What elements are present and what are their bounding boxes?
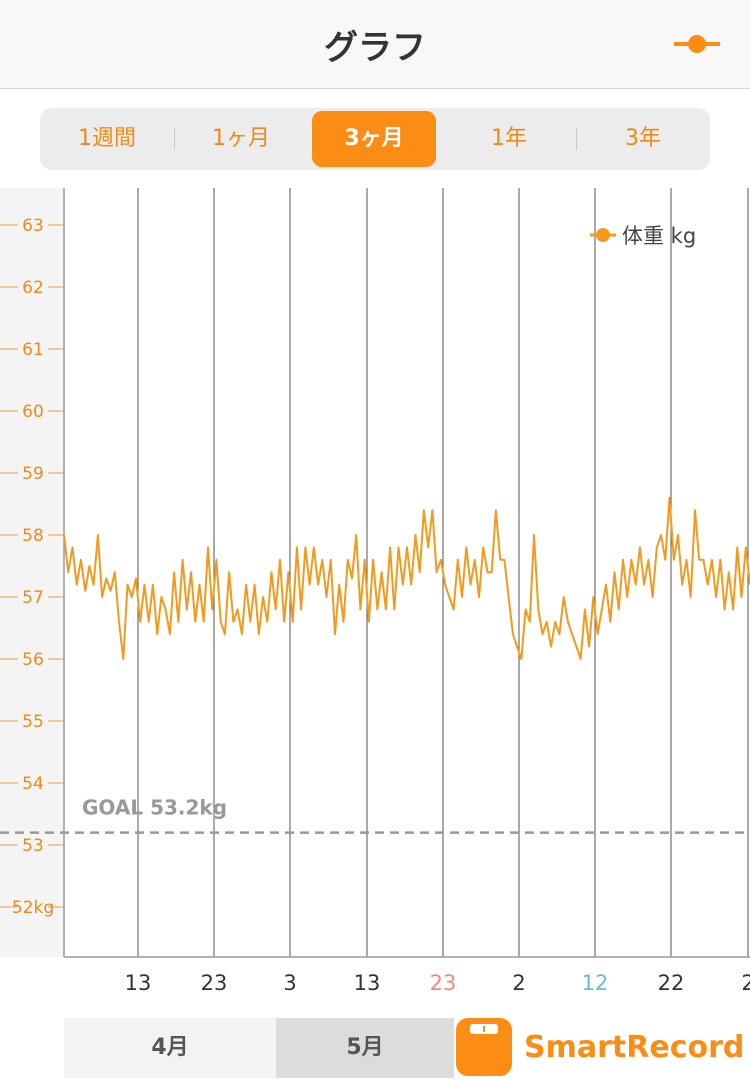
y-tick-label: 57: [22, 588, 44, 608]
y-tick-label: 60: [22, 402, 44, 422]
tab-1-month[interactable]: 1ヶ月: [212, 126, 270, 151]
x-tick-label: 23: [430, 971, 457, 995]
y-tick-label: 53: [22, 836, 44, 856]
y-tick-label: 58: [22, 526, 44, 546]
tab-3-months[interactable]: 3ヶ月: [312, 111, 436, 167]
y-tick-label: 62: [22, 278, 44, 298]
y-tick-label: 61: [22, 340, 44, 360]
x-tick-label: 12: [582, 971, 609, 995]
y-tick-label: 59: [22, 464, 44, 484]
nav-header: グラフ: [0, 0, 750, 89]
segment-divider: [174, 128, 175, 150]
x-tick-label: 13: [354, 971, 381, 995]
tab-1-year[interactable]: 1年: [491, 126, 527, 151]
scale-logo-icon: [456, 1018, 512, 1076]
y-tick-label: 55: [22, 712, 44, 732]
tab-1-week[interactable]: 1週間: [78, 126, 136, 151]
legend-label: 体重 kg: [622, 224, 696, 248]
y-tick-label: 54: [22, 774, 44, 794]
x-tick-label: 2: [741, 971, 750, 995]
y-tick-label: 63: [22, 216, 44, 236]
weight-series-line: [63, 496, 750, 660]
page-title: グラフ: [324, 28, 426, 68]
y-tick-label: 56: [22, 650, 44, 670]
weight-chart[interactable]: 63 62 61 60 59 58 57 56 55 54 53 52kg GOAL 53.2kg 体重 …: [0, 188, 750, 1008]
tab-3-years[interactable]: 3年: [625, 126, 661, 151]
brand-name: SmartRecord: [524, 1030, 745, 1065]
segment-divider: [576, 128, 577, 150]
x-tick-label: 3: [283, 971, 296, 995]
x-tick-label: 23: [201, 971, 228, 995]
y-axis-background: [0, 188, 64, 957]
month-label-april: 4月: [64, 1018, 276, 1078]
x-tick-label: 22: [658, 971, 685, 995]
month-label-may: 5月: [276, 1018, 454, 1078]
goal-label: GOAL 53.2kg: [82, 796, 227, 820]
y-tick-label: 52kg: [12, 898, 54, 918]
legend-marker-icon: [596, 228, 610, 242]
line-marker-icon[interactable]: [674, 30, 720, 58]
x-tick-label: 13: [125, 971, 152, 995]
range-segmented-control: 1週間 1ヶ月 3ヶ月 1年 3年: [40, 108, 710, 170]
plot-background: [64, 188, 750, 957]
x-tick-label: 2: [512, 971, 525, 995]
